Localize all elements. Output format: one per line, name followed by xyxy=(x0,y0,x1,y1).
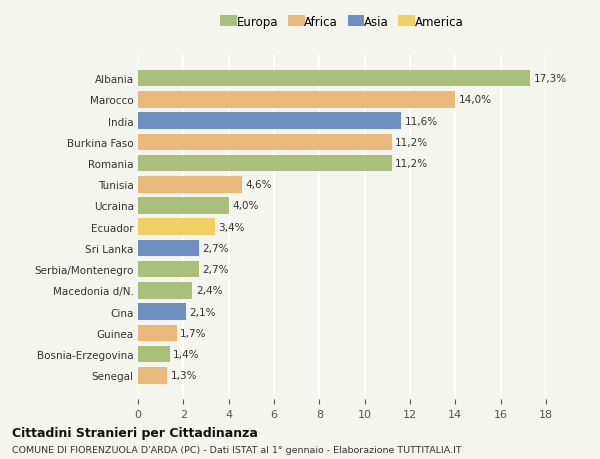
Text: 1,4%: 1,4% xyxy=(173,349,200,359)
Text: 2,7%: 2,7% xyxy=(203,264,229,274)
Bar xyxy=(138,71,530,87)
Text: Cittadini Stranieri per Cittadinanza: Cittadini Stranieri per Cittadinanza xyxy=(12,426,258,439)
Text: 3,4%: 3,4% xyxy=(218,222,245,232)
Bar xyxy=(138,113,401,129)
Bar xyxy=(138,367,167,384)
Text: 1,7%: 1,7% xyxy=(180,328,206,338)
Bar xyxy=(138,134,392,151)
Legend: Europa, Africa, Asia, America: Europa, Africa, Asia, America xyxy=(220,16,464,29)
Bar xyxy=(138,92,455,108)
Bar xyxy=(138,219,215,235)
Text: 1,3%: 1,3% xyxy=(171,370,197,381)
Text: 4,0%: 4,0% xyxy=(232,201,259,211)
Bar xyxy=(138,325,176,341)
Bar xyxy=(138,177,242,193)
Bar xyxy=(138,282,193,299)
Text: 11,2%: 11,2% xyxy=(395,159,428,168)
Text: 4,6%: 4,6% xyxy=(245,180,272,190)
Bar xyxy=(138,240,199,257)
Bar xyxy=(138,346,170,363)
Text: 2,4%: 2,4% xyxy=(196,286,222,296)
Bar xyxy=(138,304,185,320)
Text: 17,3%: 17,3% xyxy=(533,74,566,84)
Text: 14,0%: 14,0% xyxy=(459,95,492,105)
Bar xyxy=(138,198,229,214)
Text: 11,2%: 11,2% xyxy=(395,138,428,147)
Text: 2,7%: 2,7% xyxy=(203,243,229,253)
Bar xyxy=(138,261,199,278)
Bar xyxy=(138,156,392,172)
Text: COMUNE DI FIORENZUOLA D'ARDA (PC) - Dati ISTAT al 1° gennaio - Elaborazione TUTT: COMUNE DI FIORENZUOLA D'ARDA (PC) - Dati… xyxy=(12,445,461,454)
Text: 2,1%: 2,1% xyxy=(189,307,215,317)
Text: 11,6%: 11,6% xyxy=(404,116,437,126)
